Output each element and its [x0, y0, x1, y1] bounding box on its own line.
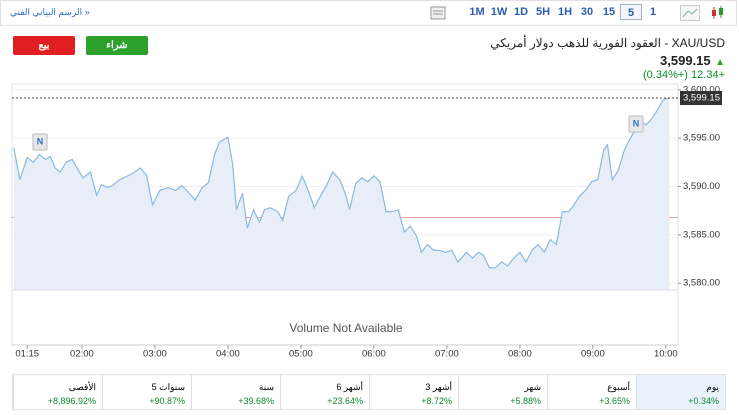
change: +12.34 — [691, 69, 725, 81]
period: 5 سنوات — [151, 382, 185, 392]
toolbar — [0, 0, 737, 26]
x-tick-label: 09:00 — [581, 349, 605, 360]
chart: 3,580.00 3,585.00 3,590.00 3,595.00 3,600.00… — [11, 83, 722, 360]
area — [13, 98, 670, 291]
x-tick-label: 03:00 — [143, 349, 167, 360]
performance-cell[interactable]: يوم +0.34% — [636, 375, 725, 409]
performance-cell[interactable]: أسبوع +3.65% — [547, 375, 636, 409]
timeframe[interactable]: 1H — [557, 6, 573, 18]
period: سنة — [258, 382, 274, 392]
price: 3,599.15 — [660, 53, 711, 68]
period-change: +23.64% — [327, 396, 363, 406]
sell-button[interactable]: بيع — [13, 36, 75, 55]
performance-cell[interactable]: 5 سنوات +90.87% — [102, 375, 191, 409]
timeframes: 1M 1W 1D 5H 1H 30 15 5 1 — [466, 4, 664, 22]
period: أسبوع — [607, 382, 630, 392]
x-tick-label: 06:00 — [362, 349, 386, 360]
period: 6 أشهر — [336, 382, 363, 392]
performance-cell[interactable]: 3 أشهر +8.72% — [369, 375, 458, 409]
x-tick-label: 02:00 — [70, 349, 94, 360]
technical-chart-link[interactable]: الرسم البياني الفني » — [10, 7, 90, 17]
timeframe[interactable]: 1 — [649, 6, 657, 18]
x-tick-label: 05:00 — [289, 349, 313, 360]
last-price-tag — [680, 91, 722, 106]
timeframe[interactable]: 15 — [602, 6, 616, 18]
y-tick-label: 3,600.00 — [683, 84, 720, 95]
period-change: +5.88% — [510, 396, 541, 406]
change-pct: (+0.34%) — [643, 69, 688, 81]
period-change: +3.65% — [599, 396, 630, 406]
last-price-label: 3,599.15 — [683, 93, 720, 104]
period-change: +8,896.92% — [47, 396, 96, 406]
timeframe[interactable]: 30 — [580, 6, 594, 18]
period-change: +39.68% — [238, 396, 274, 406]
performance-cell[interactable]: 6 أشهر +23.64% — [280, 375, 369, 409]
y-tick-label: 3,585.00 — [683, 229, 720, 240]
timeframe[interactable]: 1D — [513, 6, 529, 18]
period: يوم — [706, 382, 719, 392]
x-tick-label: 07:00 — [435, 349, 459, 360]
news-marker-box — [628, 115, 644, 133]
period-change: +0.34% — [688, 396, 719, 406]
price-row: ▲ 3,599.15 — [305, 52, 725, 70]
instrument-title: XAU/USD - العقود الفورية للذهب دولار أمر… — [490, 36, 725, 50]
y-tick-label: 3,590.00 — [683, 181, 720, 192]
candle-icon[interactable] — [710, 5, 726, 21]
news-marker: N — [37, 136, 44, 146]
performance-cell[interactable]: سنة +39.68% — [191, 375, 280, 409]
timeframe[interactable]: 1M — [469, 6, 485, 18]
news-marker-box — [32, 133, 48, 151]
period: 3 أشهر — [425, 382, 452, 392]
timeframe[interactable]: 1W — [490, 6, 508, 18]
performance-cell[interactable]: الأقصى +8,896.92% — [13, 375, 102, 409]
table-icon[interactable] — [430, 6, 446, 20]
period: شهر — [524, 382, 541, 392]
performance-table: يوم +0.34% أسبوع +3.65% شهر +5.88% 3 أشهر +8.72… — [12, 374, 726, 410]
line-chart-icon[interactable] — [680, 5, 700, 21]
volume-note: Volume Not Available — [289, 321, 403, 335]
timeframe[interactable]: 5H — [535, 6, 551, 18]
x-tick-label: 10:00 — [654, 349, 678, 360]
x-tick-label: 04:00 — [216, 349, 240, 360]
up-arrow: ▲ — [715, 57, 725, 68]
period-change: +8.72% — [421, 396, 452, 406]
header: XAU/USD - العقود الفورية للذهب دولار أمر… — [305, 36, 725, 81]
y-tick-label: 3,580.00 — [683, 278, 720, 289]
period-change: +90.87% — [149, 396, 185, 406]
change-row: +12.34 (+0.34%) — [305, 69, 725, 81]
period: الأقصى — [68, 382, 96, 392]
performance-cell[interactable]: شهر +5.88% — [458, 375, 547, 409]
x-tick-label: 01:15 — [15, 349, 39, 360]
buy-button[interactable]: شراء — [86, 36, 148, 55]
y-tick-label: 3,595.00 — [683, 133, 720, 144]
x-tick-label: 08:00 — [508, 349, 532, 360]
timeframe[interactable]: 5 — [620, 4, 642, 20]
news-marker: N — [633, 118, 640, 128]
price-line — [13, 97, 670, 269]
